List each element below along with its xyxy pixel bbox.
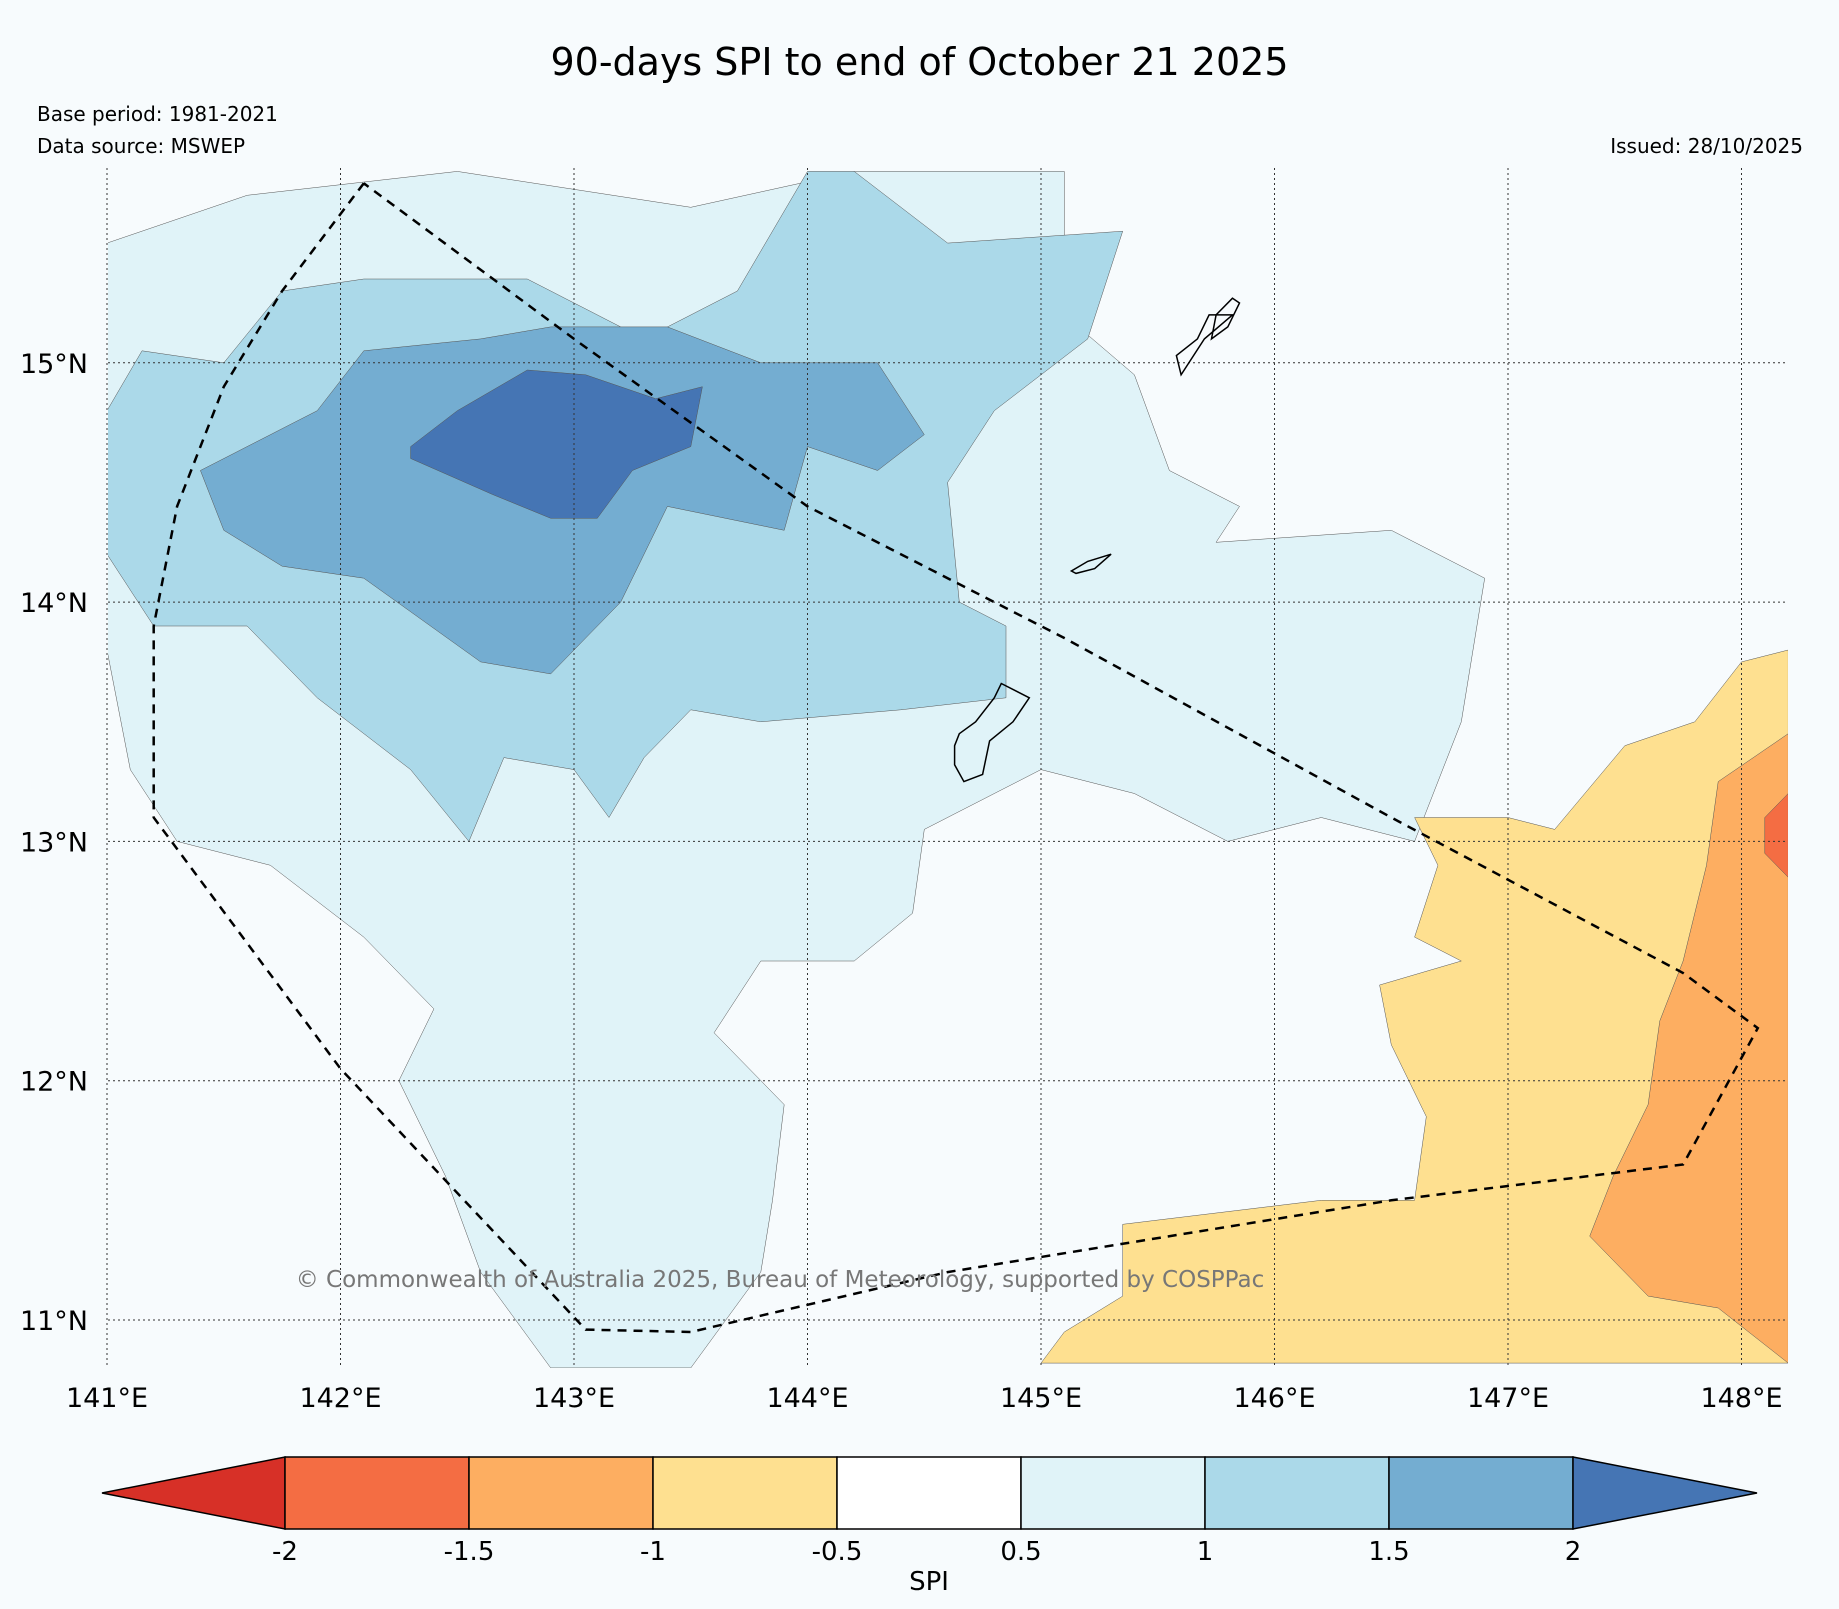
lat-tick-label: 11°N	[20, 1306, 88, 1337]
colorbar-bin	[652, 1456, 838, 1530]
colorbar-bin	[1020, 1456, 1206, 1530]
island-coastline	[1069, 553, 1112, 575]
eez-boundary	[152, 182, 1760, 1334]
colorbar-bin	[468, 1456, 654, 1530]
base-period: Base period: 1981-2021	[37, 102, 278, 126]
island-coastline	[953, 682, 1031, 783]
lon-tick-label: 141°E	[66, 1383, 148, 1414]
map-title: 90-days SPI to end of October 21 2025	[550, 40, 1289, 84]
colorbar-tick-label: 1	[1197, 1537, 1214, 1567]
lon-tick-label: 147°E	[1467, 1383, 1549, 1414]
island-coastline	[1210, 297, 1241, 341]
lon-tick-label: 144°E	[766, 1383, 848, 1414]
graticule	[106, 168, 1788, 1368]
spi-region-6	[1764, 793, 1788, 878]
spi-region-4	[1040, 649, 1788, 1364]
colorbar-title: SPI	[909, 1567, 949, 1597]
spi-contour-regions	[108, 171, 1788, 1368]
colorbar-tick-label: 2	[1565, 1537, 1582, 1567]
colorbar-high-extend	[1572, 1456, 1758, 1530]
colorbar-bin	[1204, 1456, 1390, 1530]
lon-tick-label: 142°E	[299, 1383, 381, 1414]
copyright-notice: © Commonwealth of Australia 2025, Bureau…	[296, 1267, 1265, 1293]
spi-region-1	[108, 171, 1124, 842]
colorbar-tick-label: -1.5	[444, 1537, 495, 1567]
lon-tick-label: 145°E	[1000, 1383, 1082, 1414]
issued-date: Issued: 28/10/2025	[1610, 134, 1803, 158]
colorbar-ticks: -2 -1.5 -1 -0.5 0.5 1 1.5 2	[272, 1537, 1581, 1567]
lat-tick-label: 14°N	[20, 588, 88, 619]
lat-tick-label: 12°N	[20, 1067, 88, 1098]
spi-region-3	[410, 369, 703, 519]
eez-dashed-line	[152, 182, 1760, 1334]
spi-region-2	[200, 326, 925, 675]
data-source: Data source: MSWEP	[37, 134, 246, 158]
lat-tick-label: 13°N	[20, 827, 88, 858]
colorbar-bins	[101, 1456, 1758, 1530]
colorbar-tick-label: -1	[640, 1537, 666, 1567]
colorbar-tick-label: 0.5	[1000, 1537, 1041, 1567]
island-coastline	[1175, 314, 1235, 377]
colorbar-low-extend	[101, 1456, 286, 1530]
spi-region-5	[1589, 733, 1788, 1364]
colorbar-tick-label: -2	[272, 1537, 298, 1567]
coastlines	[953, 297, 1241, 783]
lon-tick-label: 146°E	[1233, 1383, 1315, 1414]
colorbar-bin	[284, 1456, 470, 1530]
spi-region-0	[108, 171, 1485, 1368]
lon-tick-label: 143°E	[533, 1383, 615, 1414]
lat-tick-label: 15°N	[20, 349, 88, 380]
colorbar-tick-label: 1.5	[1368, 1537, 1409, 1567]
colorbar-tick-label: -0.5	[812, 1537, 863, 1567]
axis-tick-labels: 141°E 142°E 143°E 144°E 145°E 146°E 147°E 148°E…	[20, 349, 1783, 1414]
colorbar-bin	[836, 1456, 1022, 1530]
lon-tick-label: 148°E	[1700, 1383, 1782, 1414]
colorbar-bin	[1388, 1456, 1574, 1530]
